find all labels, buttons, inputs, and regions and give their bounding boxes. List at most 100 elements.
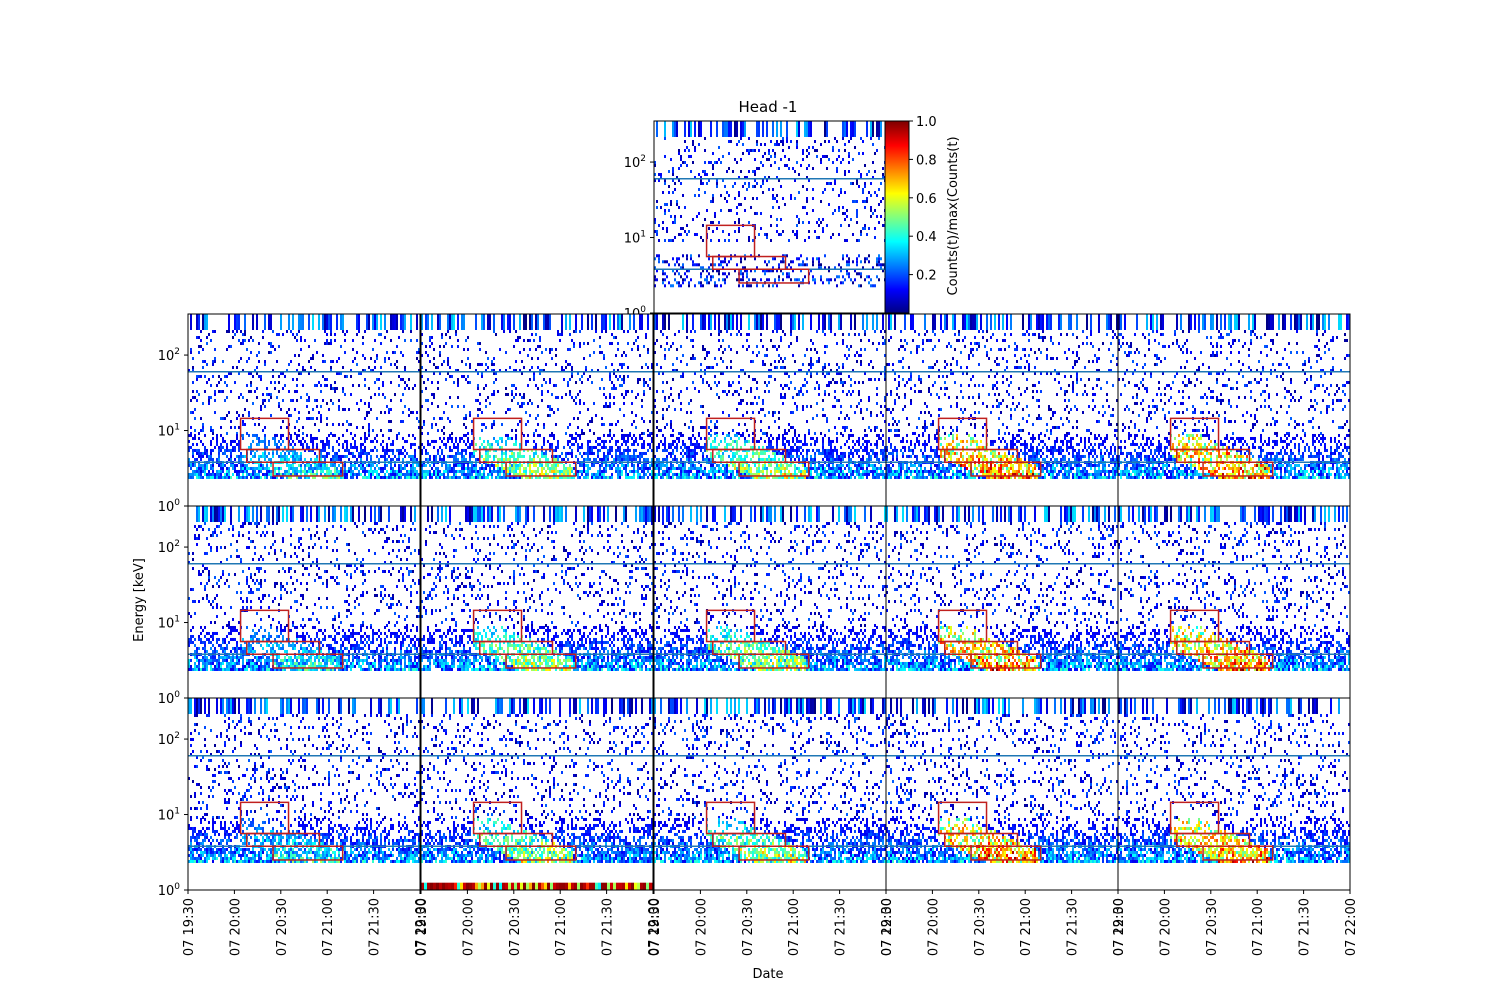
bottom-bar-cell — [463, 882, 466, 890]
bottom-bar-cell — [472, 882, 475, 890]
bottom-bar-cell — [502, 882, 505, 890]
colorbar-segment — [885, 254, 909, 256]
bottom-bar-cell — [559, 882, 562, 890]
colorbar-segment — [885, 156, 909, 158]
colorbar-segment — [885, 125, 909, 127]
colorbar-segment — [885, 269, 909, 271]
colorbar-segment — [885, 263, 909, 265]
panel-r2-c3 — [885, 505, 1119, 699]
bottom-bar-cell — [526, 882, 529, 890]
panel-r3-c0: 100 101 102 — [158, 697, 421, 899]
colorbar-segment — [885, 238, 909, 240]
bottom-bar-cell — [505, 882, 508, 890]
colorbar-segment — [885, 200, 909, 202]
colorbar-segment — [885, 270, 909, 272]
colorbar-segment — [885, 224, 909, 226]
colorbar-segment — [885, 294, 909, 296]
event-box-2 — [1202, 653, 1274, 669]
colorbar-segment — [885, 288, 909, 290]
x-axis-label: Date — [752, 967, 783, 982]
colorbar-segment — [885, 187, 909, 189]
colorbar-segment — [885, 227, 909, 229]
colorbar-segment — [885, 305, 909, 307]
colorbar-segment — [885, 122, 909, 124]
colorbar-segment — [885, 249, 909, 251]
spectrogram-cells — [188, 314, 420, 479]
bottom-bar-cell — [424, 882, 427, 890]
x-tick-label: 07 19:30 — [1112, 898, 1127, 956]
x-tick-label: 07 21:30 — [368, 898, 383, 956]
x-tick-label: 07 20:30 — [508, 898, 523, 956]
colorbar-segment — [885, 154, 909, 156]
colorbar-segment — [885, 265, 909, 267]
x-tick-label: 07 20:00 — [228, 898, 243, 956]
colorbar-segment — [885, 215, 909, 217]
spectrogram-cells — [1118, 314, 1350, 479]
bottom-bar-cell — [634, 882, 637, 890]
y-tick-label: 102 — [158, 539, 180, 556]
spectrogram-cells — [1118, 698, 1350, 863]
y-tick-label: 101 — [158, 615, 180, 632]
y-tick-label: 102 — [158, 731, 180, 748]
colorbar-segment — [885, 184, 909, 186]
colorbar-segment — [885, 158, 909, 160]
colorbar-segment — [885, 204, 909, 206]
colorbar-segment — [885, 236, 909, 238]
y-tick-label: 102 — [624, 154, 646, 171]
x-tick-label: 07 21:30 — [1066, 898, 1081, 956]
colorbar-segment — [885, 260, 909, 262]
colorbar-segment — [885, 124, 909, 126]
colorbar-segment — [885, 239, 909, 241]
colorbar-segment — [885, 248, 909, 250]
colorbar-segment — [885, 244, 909, 246]
colorbar-segment — [885, 134, 909, 136]
x-tick-label: 07 20:30 — [1205, 898, 1220, 956]
bottom-bar-cell — [595, 882, 598, 890]
spectrogram-cells — [654, 698, 886, 863]
colorbar-segment — [885, 240, 909, 242]
bottom-bar-cell — [451, 882, 454, 890]
colorbar-segment — [885, 228, 909, 230]
bottom-bar-cell — [433, 882, 436, 890]
bottom-bar-cell — [511, 882, 514, 890]
spectrogram-cells — [886, 506, 1118, 671]
colorbar-segment — [885, 130, 909, 132]
panel-r2-c1 — [420, 505, 654, 699]
colorbar-segment — [885, 266, 909, 268]
colorbar-segment — [885, 264, 909, 266]
colorbar-segment — [885, 198, 909, 200]
spectrogram-cells — [421, 506, 653, 671]
colorbar-segment — [885, 196, 909, 198]
bottom-bar-cell — [607, 882, 610, 890]
bottom-bar-cell — [487, 882, 490, 890]
colorbar-segment — [885, 172, 909, 174]
bottom-bar-cell — [556, 882, 559, 890]
colorbar-segment — [885, 285, 909, 287]
x-tick-label: 07 21:00 — [1019, 898, 1034, 956]
colorbar-segment — [885, 159, 909, 161]
colorbar-segment — [885, 208, 909, 210]
colorbar-segment — [885, 235, 909, 237]
event-box-2 — [738, 845, 810, 861]
y-tick-label: 100 — [158, 882, 181, 899]
colorbar-segment — [885, 133, 909, 135]
y-tick-label: 101 — [624, 230, 646, 247]
colorbar-segment — [885, 280, 909, 282]
panel-r1-c1 — [420, 313, 654, 507]
colorbar-segment — [885, 217, 909, 219]
colorbar-segment — [885, 182, 909, 184]
colorbar-segment — [885, 166, 909, 168]
bottom-bar-cell — [550, 882, 553, 890]
event-box-2 — [272, 653, 344, 669]
event-box-2 — [738, 268, 810, 284]
colorbar-segment — [885, 176, 909, 178]
colorbar-segment — [885, 185, 909, 187]
colorbar-segment — [885, 291, 909, 293]
colorbar-segment — [885, 165, 909, 167]
colorbar-segment — [885, 129, 909, 131]
bottom-bar-cell — [535, 882, 538, 890]
colorbar-segment — [885, 293, 909, 295]
colorbar-segment — [885, 138, 909, 140]
bottom-bar-cell — [517, 882, 520, 890]
